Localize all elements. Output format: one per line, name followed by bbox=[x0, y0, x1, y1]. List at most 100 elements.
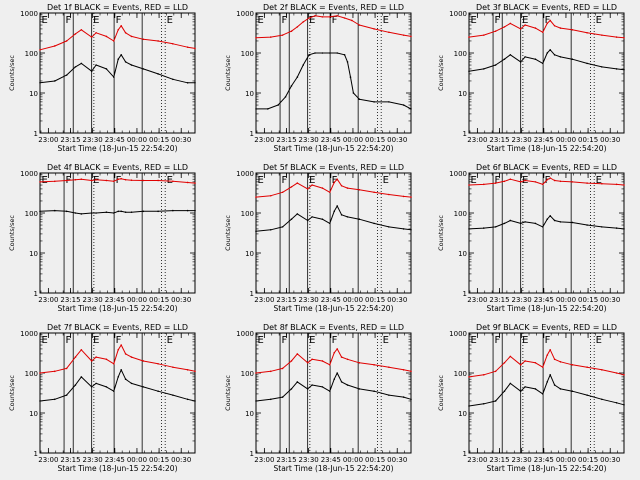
series-events-black-point bbox=[373, 101, 375, 103]
time-marker-label: E bbox=[309, 15, 315, 26]
series-events-black-point bbox=[534, 222, 537, 225]
series-lld-red-point bbox=[124, 31, 127, 34]
series-lld-red bbox=[468, 20, 625, 39]
time-marker-label: F bbox=[332, 15, 338, 26]
x-tick-label: 00:30 bbox=[387, 296, 407, 304]
series-lld-red-point bbox=[329, 191, 331, 194]
x-tick-label: 00:30 bbox=[387, 136, 407, 144]
panel-5: Det 5f BLACK = Events, RED = LLD 1 10 100 10… bbox=[224, 163, 412, 313]
series-events-black-point bbox=[601, 398, 603, 401]
y-tick-label: 1000 bbox=[236, 10, 254, 18]
series-lld-red-point bbox=[255, 372, 257, 374]
x-tick-label: 23:00 bbox=[38, 456, 58, 464]
series-lld-red-point bbox=[95, 178, 97, 181]
series-lld-red-point bbox=[296, 26, 299, 28]
x-axis-label: Start Time (18-Jun-15 22:54:20) bbox=[487, 144, 607, 153]
series-lld-red-point bbox=[53, 45, 56, 47]
series-lld-red-point bbox=[586, 182, 588, 184]
series-lld-red-point bbox=[65, 179, 68, 182]
series-events-black-point bbox=[157, 73, 159, 75]
series-events-black-point bbox=[549, 215, 551, 217]
series-lld-red-point bbox=[296, 353, 299, 355]
series-lld-red-point bbox=[336, 178, 338, 180]
y-axis-label: Counts/sec bbox=[224, 215, 232, 251]
series-lld-red-point bbox=[39, 181, 41, 183]
series-events-black-point bbox=[290, 388, 293, 390]
series-lld-red-point bbox=[255, 196, 257, 198]
time-marker-label: F bbox=[66, 15, 72, 26]
series-events-black-point bbox=[80, 62, 83, 65]
series-lld-red-point bbox=[542, 183, 544, 186]
time-marker-label: F bbox=[545, 175, 551, 186]
series-lld-red-point bbox=[80, 349, 83, 351]
x-tick-label: 23:45 bbox=[534, 136, 554, 144]
x-tick-label: 23:30 bbox=[83, 136, 103, 144]
series-lld-red-point bbox=[340, 184, 343, 187]
time-marker-label: F bbox=[282, 335, 288, 346]
time-marker-label: F bbox=[495, 15, 501, 26]
series-events-black-point bbox=[120, 210, 122, 213]
panel-title: Det 6f BLACK = Events, RED = LLD bbox=[476, 163, 617, 172]
series-lld-red-point bbox=[503, 180, 506, 183]
x-axis-label: Start Time (18-Jun-15 22:54:20) bbox=[274, 464, 394, 473]
series-lld-red-point bbox=[615, 183, 618, 186]
series-events-black-point bbox=[503, 390, 506, 393]
series-lld-red-point bbox=[524, 179, 526, 182]
panel-9: Det 9f BLACK = Events, RED = LLD 1 10 100 10… bbox=[437, 323, 625, 473]
series-events-black-point bbox=[321, 218, 324, 220]
x-tick-label: 00:00 bbox=[343, 296, 363, 304]
series-lld-red-point bbox=[571, 364, 574, 366]
series-lld-red bbox=[255, 15, 412, 39]
series-lld-red-point bbox=[157, 40, 159, 42]
series-events-black-point bbox=[494, 400, 497, 402]
series-events-black-point bbox=[296, 76, 299, 78]
series-events-black-point bbox=[601, 66, 603, 68]
series-lld-red bbox=[39, 25, 196, 51]
series-lld-red-point bbox=[281, 191, 284, 194]
y-tick-label: 10 bbox=[458, 410, 467, 418]
series-events-black-point bbox=[468, 405, 470, 407]
series-events-black-point bbox=[340, 381, 343, 383]
x-tick-label: 00:15 bbox=[365, 136, 385, 144]
series-events-black-point bbox=[586, 62, 588, 65]
series-events-black bbox=[255, 205, 412, 232]
x-tick-label: 00:15 bbox=[149, 456, 169, 464]
series-lld-red-point bbox=[601, 369, 603, 371]
series-lld-red-point bbox=[95, 356, 97, 358]
y-tick-label: 1000 bbox=[20, 330, 38, 338]
series-lld-red-point bbox=[410, 196, 412, 198]
series-events-black-point bbox=[296, 381, 299, 383]
series-events-black-point bbox=[519, 390, 522, 393]
series-events-black-point bbox=[53, 80, 56, 82]
y-axis-label: Counts/sec bbox=[8, 55, 16, 91]
series-lld-red-point bbox=[269, 36, 272, 38]
x-tick-label: 23:30 bbox=[512, 136, 532, 144]
series-lld-red-point bbox=[373, 364, 375, 366]
time-marker-label: E bbox=[471, 15, 477, 26]
series-lld-red-point bbox=[65, 40, 68, 42]
time-marker-label: E bbox=[93, 335, 99, 346]
x-tick-label: 00:30 bbox=[171, 456, 191, 464]
time-marker-label: E bbox=[383, 175, 389, 186]
x-tick-label: 23:15 bbox=[60, 296, 80, 304]
x-axis-label: Start Time (18-Jun-15 22:54:20) bbox=[487, 464, 607, 473]
x-tick-label: 00:00 bbox=[127, 296, 147, 304]
series-events-black-point bbox=[534, 388, 537, 390]
time-marker-label: F bbox=[545, 15, 551, 26]
time-marker-label: E bbox=[596, 175, 602, 186]
x-tick-label: 23:00 bbox=[467, 456, 487, 464]
series-events-black-point bbox=[290, 85, 293, 87]
series-lld-red-point bbox=[623, 374, 625, 376]
series-events-black-point bbox=[388, 394, 390, 396]
series-lld-red-point bbox=[559, 361, 562, 363]
series-lld-red-point bbox=[388, 31, 390, 34]
series-lld-red-point bbox=[524, 360, 526, 362]
series-lld-red-point bbox=[509, 178, 512, 180]
panel-3: Det 3f BLACK = Events, RED = LLD 1 10 100 10… bbox=[437, 3, 625, 153]
series-lld-red-point bbox=[172, 180, 174, 183]
series-events-black-point bbox=[105, 211, 108, 213]
series-lld-red-point bbox=[623, 184, 625, 186]
y-axis-label: Counts/sec bbox=[8, 375, 16, 411]
time-marker-label: E bbox=[42, 175, 48, 186]
time-marker-label: E bbox=[522, 15, 528, 26]
